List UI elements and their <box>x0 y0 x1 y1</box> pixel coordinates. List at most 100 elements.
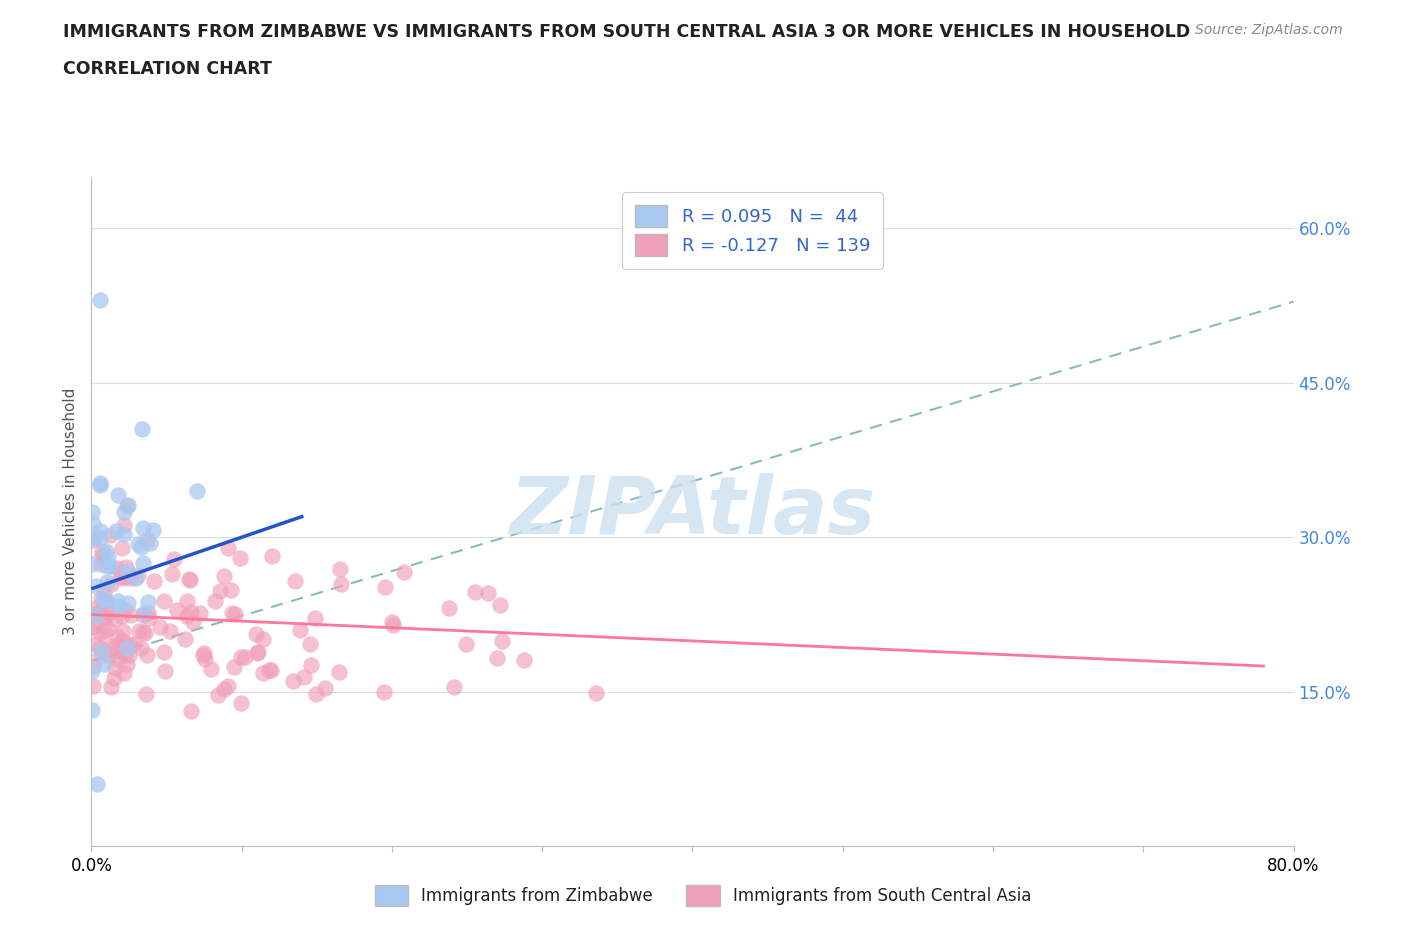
Point <box>82 664 104 679</box>
Point <box>284 574 307 589</box>
Point <box>292 670 315 684</box>
Point <box>111 644 134 659</box>
Point <box>111 632 134 647</box>
Point <box>98 605 121 620</box>
Point <box>89 641 111 656</box>
Point <box>259 663 281 678</box>
Point <box>90 557 112 572</box>
Point <box>194 651 217 666</box>
Point <box>117 498 139 512</box>
Point <box>98 558 121 573</box>
Point <box>100 577 122 591</box>
Point <box>82 702 104 717</box>
Point <box>82 557 104 572</box>
Point <box>98 643 121 658</box>
Point <box>304 610 326 625</box>
Text: CORRELATION CHART: CORRELATION CHART <box>63 60 273 78</box>
Text: IMMIGRANTS FROM ZIMBABWE VS IMMIGRANTS FROM SOUTH CENTRAL ASIA 3 OR MORE VEHICLE: IMMIGRANTS FROM ZIMBABWE VS IMMIGRANTS F… <box>63 23 1191 41</box>
Point <box>134 626 156 641</box>
Point <box>93 587 115 602</box>
Point <box>485 650 508 665</box>
Point <box>252 665 274 680</box>
Point <box>260 663 283 678</box>
Point <box>200 662 222 677</box>
Point <box>132 521 155 536</box>
Point <box>112 570 135 585</box>
Point <box>132 555 155 570</box>
Text: Source: ZipAtlas.com: Source: ZipAtlas.com <box>1195 23 1343 37</box>
Point <box>136 647 159 662</box>
Point <box>112 527 135 542</box>
Point <box>163 551 186 566</box>
Point <box>136 605 159 620</box>
Point <box>82 619 104 634</box>
Point <box>87 604 110 619</box>
Point <box>142 573 165 588</box>
Point <box>162 566 184 581</box>
Point <box>246 646 269 661</box>
Point <box>159 624 181 639</box>
Point <box>115 641 138 656</box>
Point <box>112 505 135 520</box>
Point <box>84 601 107 616</box>
Point <box>134 605 156 620</box>
Point <box>381 614 404 629</box>
Point <box>107 593 129 608</box>
Point <box>111 609 134 624</box>
Point <box>217 540 239 555</box>
Point <box>93 592 115 607</box>
Point <box>129 539 152 554</box>
Point <box>115 560 138 575</box>
Point <box>104 660 127 675</box>
Point <box>96 559 118 574</box>
Point <box>299 636 322 651</box>
Point <box>104 524 127 538</box>
Point <box>233 650 256 665</box>
Point <box>176 594 198 609</box>
Point <box>118 648 141 663</box>
Point <box>94 543 117 558</box>
Point <box>100 680 122 695</box>
Point <box>179 572 201 587</box>
Point <box>89 478 111 493</box>
Point <box>477 586 499 601</box>
Point <box>262 549 284 564</box>
Point <box>97 621 120 636</box>
Y-axis label: 3 or more Vehicles in Household: 3 or more Vehicles in Household <box>62 388 77 635</box>
Point <box>89 476 111 491</box>
Point <box>131 640 153 655</box>
Point <box>115 657 138 671</box>
Point <box>132 608 155 623</box>
Point <box>117 595 139 610</box>
Point <box>124 570 146 585</box>
Point <box>112 624 135 639</box>
Point <box>188 605 211 620</box>
Point <box>112 666 135 681</box>
Point <box>180 604 202 619</box>
Point <box>82 505 104 520</box>
Point <box>394 565 416 579</box>
Point <box>305 687 328 702</box>
Point <box>139 535 162 550</box>
Point <box>136 594 159 609</box>
Point <box>217 679 239 694</box>
Point <box>132 625 155 640</box>
Point <box>89 524 111 538</box>
Point <box>115 498 138 513</box>
Point <box>373 684 395 699</box>
Point <box>329 562 352 577</box>
Point <box>94 608 117 623</box>
Point <box>86 777 108 792</box>
Point <box>224 606 246 621</box>
Point <box>131 421 153 436</box>
Point <box>107 636 129 651</box>
Point <box>82 679 104 694</box>
Point <box>585 685 607 700</box>
Point <box>443 679 465 694</box>
Point <box>181 615 204 630</box>
Point <box>464 585 486 600</box>
Point <box>89 648 111 663</box>
Point <box>93 657 115 671</box>
Point <box>82 658 104 673</box>
Point <box>84 607 107 622</box>
